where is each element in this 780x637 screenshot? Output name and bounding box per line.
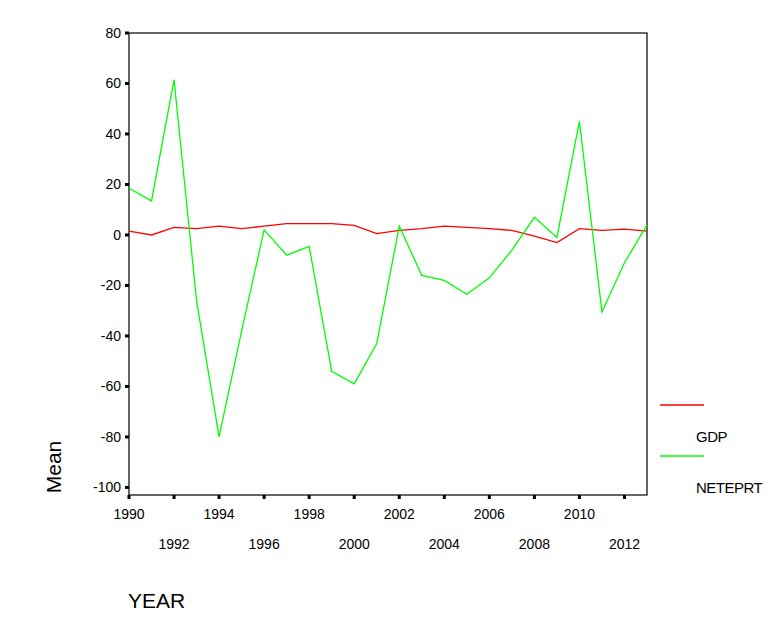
series-line xyxy=(129,80,647,437)
x-tick-label: 1996 xyxy=(249,536,280,552)
y-tick xyxy=(125,334,129,337)
y-tick-label: 60 xyxy=(105,75,121,91)
y-tick xyxy=(125,284,129,287)
x-tick-label: 1994 xyxy=(204,506,235,522)
y-tick-label: 40 xyxy=(105,126,121,142)
plot-area xyxy=(129,80,647,437)
y-tick xyxy=(125,32,129,35)
x-tick xyxy=(218,495,221,499)
x-tick xyxy=(623,495,626,499)
x-tick xyxy=(488,495,491,499)
x-tick xyxy=(263,495,266,499)
y-tick xyxy=(125,82,129,85)
y-tick-label: 80 xyxy=(105,25,121,41)
x-tick-label: 2004 xyxy=(429,536,460,552)
y-tick xyxy=(125,183,129,186)
chart: -100 -80 -60 -40 -20 0 20 40 60 80 1990 1992 1994 199… xyxy=(0,0,780,637)
y-axis-title: Mean xyxy=(42,441,65,494)
x-tick-label: 2012 xyxy=(609,536,640,552)
legend-label: NETEPRT xyxy=(696,479,763,496)
y-tick xyxy=(125,486,129,489)
y-tick-label: -100 xyxy=(93,479,121,495)
y-tick xyxy=(125,132,129,135)
x-tick xyxy=(578,495,581,499)
x-tick-label: 2010 xyxy=(564,506,595,522)
y-tick xyxy=(125,435,129,438)
x-tick xyxy=(173,495,176,499)
x-tick-label: 1992 xyxy=(158,536,189,552)
x-tick-label: 2000 xyxy=(339,536,370,552)
x-tick-label: 2008 xyxy=(519,536,550,552)
plot-frame xyxy=(129,33,647,495)
x-tick xyxy=(308,495,311,499)
y-tick-label: -20 xyxy=(101,277,121,293)
y-tick xyxy=(125,233,129,236)
y-tick-label: 0 xyxy=(113,227,121,243)
series-line xyxy=(129,224,647,243)
x-axis-title: YEAR xyxy=(128,589,185,612)
x-tick xyxy=(128,495,131,499)
x-tick xyxy=(533,495,536,499)
legend-swatch xyxy=(660,404,704,405)
y-tick xyxy=(125,385,129,388)
x-tick-label: 2006 xyxy=(474,506,505,522)
x-tick xyxy=(353,495,356,499)
x-tick xyxy=(443,495,446,499)
x-tick xyxy=(398,495,401,499)
legend-swatch xyxy=(660,455,704,456)
x-tick-label: 2002 xyxy=(384,506,415,522)
y-tick-label: 20 xyxy=(105,176,121,192)
x-tick-label: 1998 xyxy=(294,506,325,522)
y-tick-label: -80 xyxy=(101,429,121,445)
y-tick-label: -60 xyxy=(101,378,121,394)
x-tick-label: 1990 xyxy=(113,506,144,522)
y-tick-label: -40 xyxy=(101,328,121,344)
legend-label: GDP xyxy=(696,428,728,445)
